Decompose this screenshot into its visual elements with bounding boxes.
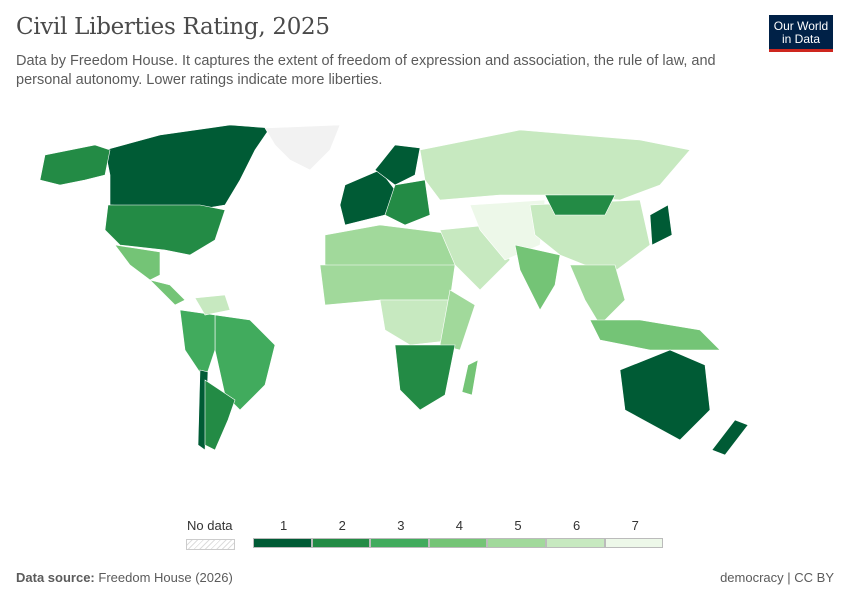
- legend-no-data-label: No data: [187, 518, 233, 533]
- region-alaska[interactable]: [39, 144, 111, 186]
- region-andean-south-america[interactable]: [179, 309, 216, 381]
- legend-bin-7[interactable]: [604, 538, 664, 548]
- region-united-states[interactable]: [104, 204, 226, 256]
- region-mexico[interactable]: [114, 244, 161, 281]
- chart-title: Civil Liberties Rating, 2025: [16, 14, 330, 40]
- data-source: Data source: Freedom House (2026): [16, 570, 233, 585]
- logo-line2: in Data: [781, 32, 821, 46]
- legend-bin-1[interactable]: [253, 538, 312, 548]
- source-link[interactable]: Freedom House (2026): [98, 570, 233, 585]
- region-russia[interactable]: [419, 129, 691, 201]
- legend-bin-6[interactable]: [545, 538, 605, 548]
- region-east-africa[interactable]: [439, 289, 476, 351]
- region-mongolia[interactable]: [544, 194, 616, 216]
- legend-bin-4[interactable]: [428, 538, 488, 548]
- region-central-america[interactable]: [149, 279, 186, 306]
- region-eastern-europe[interactable]: [384, 179, 431, 226]
- chart-subtitle: Data by Freedom House. It captures the e…: [16, 53, 716, 88]
- region-new-zealand[interactable]: [711, 419, 749, 456]
- legend-no-data-swatch: [186, 539, 235, 550]
- region-scandinavia[interactable]: [374, 144, 421, 186]
- region-canada[interactable]: [104, 124, 271, 211]
- legend-label-2: 2: [338, 518, 346, 533]
- region-japan[interactable]: [649, 204, 673, 246]
- legend-label-5: 5: [514, 518, 522, 533]
- region-venezuela[interactable]: [194, 294, 231, 316]
- region-central-africa[interactable]: [379, 299, 456, 346]
- logo-line1: Our World: [773, 19, 829, 33]
- region-southern-africa[interactable]: [394, 344, 456, 411]
- region-brazil[interactable]: [214, 314, 276, 411]
- legend-label-6: 6: [573, 518, 581, 533]
- source-label: Data source:: [16, 570, 95, 585]
- legend-label-4: 4: [455, 518, 464, 533]
- region-australia[interactable]: [619, 349, 711, 441]
- region-argentina[interactable]: [204, 379, 236, 451]
- region-north-africa[interactable]: [324, 224, 461, 271]
- legend-bins: [253, 538, 664, 548]
- owid-logo[interactable]: Our World in Data: [769, 15, 833, 52]
- region-india[interactable]: [514, 244, 561, 311]
- legend-label-3: 3: [397, 518, 405, 533]
- world-map[interactable]: [0, 115, 850, 505]
- region-greenland[interactable]: [264, 124, 341, 171]
- legend-bin-2[interactable]: [311, 538, 371, 548]
- legend-bin-3[interactable]: [370, 538, 429, 548]
- region-southeast-asia[interactable]: [569, 264, 626, 326]
- legend-bin-5[interactable]: [487, 538, 546, 548]
- region-indonesia[interactable]: [589, 319, 721, 351]
- region-madagascar[interactable]: [461, 359, 479, 396]
- footer-license[interactable]: democracy | CC BY: [720, 570, 834, 585]
- legend-label-7: 7: [631, 518, 639, 533]
- legend-label-1: 1: [280, 518, 288, 533]
- region-sahel[interactable]: [319, 264, 456, 306]
